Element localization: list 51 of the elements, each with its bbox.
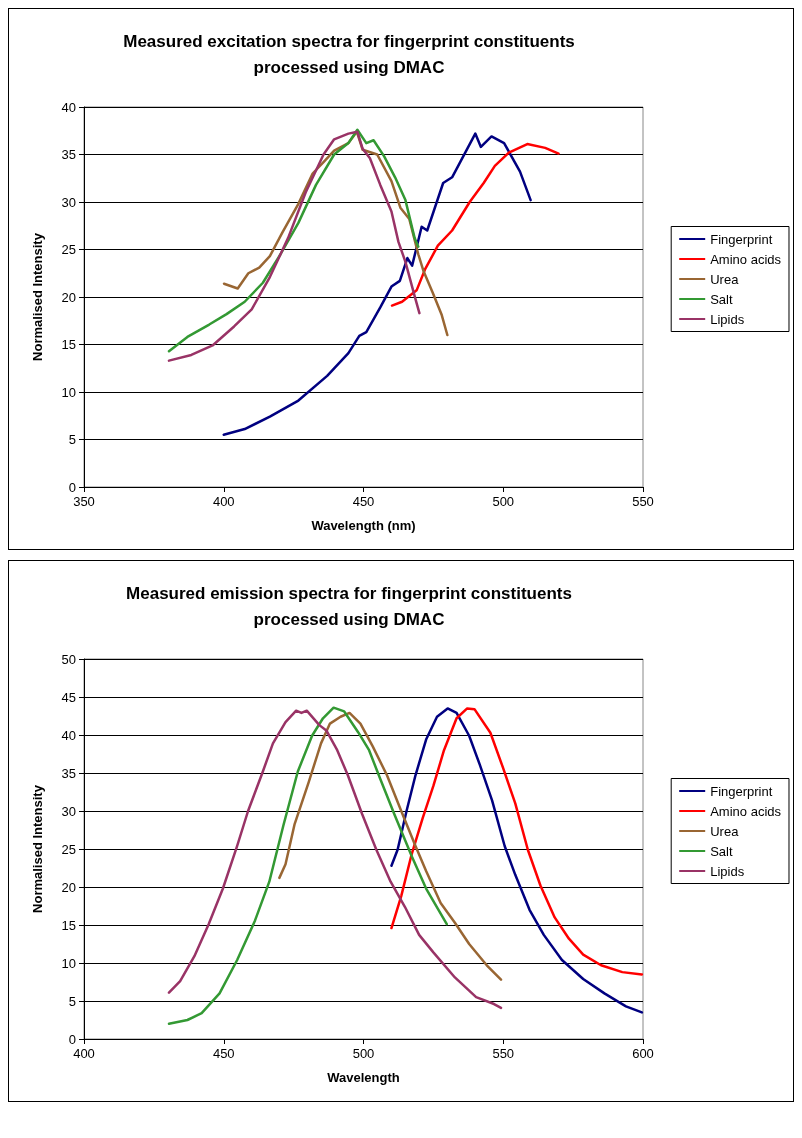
x-tick-label: 550	[632, 494, 654, 509]
y-tick-label: 25	[61, 242, 76, 257]
y-tick-label: 30	[61, 803, 76, 819]
legend-label: Fingerprint	[710, 783, 773, 799]
x-tick-label: 350	[73, 494, 95, 509]
legend-label: Salt	[710, 291, 733, 307]
x-tick-label: 400	[212, 494, 235, 509]
y-tick-label: 20	[61, 879, 76, 895]
y-tick-label: 20	[61, 289, 76, 305]
legend-label: Lipids	[710, 863, 745, 879]
legend-label: Urea	[710, 271, 740, 287]
y-tick-label: 35	[61, 147, 76, 162]
y-tick-label: 15	[61, 337, 76, 352]
y-axis-title: Normalised Intensity	[30, 232, 45, 361]
x-tick-label: 450	[352, 494, 375, 509]
legend-label: Lipids	[710, 311, 745, 327]
x-tick-label: 500	[352, 1046, 375, 1061]
legend-label: Fingerprint	[710, 231, 773, 247]
line-series	[222, 132, 532, 436]
x-tick-label: 400	[73, 1046, 95, 1061]
legend-label: Amino acids	[710, 251, 782, 267]
y-tick-label: 10	[61, 384, 76, 400]
line-series	[167, 709, 503, 1010]
x-tick-label: 450	[212, 1046, 235, 1061]
y-axis-title: Normalised Intensity	[30, 784, 45, 913]
line-series	[390, 142, 560, 307]
y-tick-label: 10	[61, 955, 76, 971]
y-tick-label: 40	[61, 727, 76, 743]
chart-title: Measured emission spectra for fingerprint constituents processed using DMAC	[126, 583, 572, 629]
y-tick-label: 5	[68, 432, 76, 447]
y-tick-label: 15	[61, 917, 76, 933]
y-tick-label: 45	[61, 689, 76, 705]
chart-title: Measured excitation spectra for fingerprint constituents processed using DMAC	[123, 31, 575, 77]
y-tick-label: 0	[68, 479, 76, 495]
legend-label: Amino acids	[710, 803, 782, 819]
y-tick-label: 40	[61, 99, 76, 115]
legend-label: Urea	[710, 823, 740, 839]
x-tick-label: 550	[492, 1046, 515, 1061]
y-tick-label: 35	[61, 765, 76, 781]
x-tick-label: 500	[492, 494, 515, 509]
legend-label: Salt	[710, 843, 733, 859]
x-axis-title: Wavelength	[327, 1070, 400, 1085]
y-tick-label: 0	[68, 1031, 76, 1047]
x-tick-label: 600	[632, 1046, 654, 1061]
y-tick-label: 25	[61, 841, 76, 857]
y-tick-label: 5	[68, 993, 76, 1009]
line-series	[167, 706, 449, 1026]
x-axis-title: Wavelength (nm)	[311, 518, 416, 533]
y-tick-label: 30	[61, 194, 76, 210]
y-tick-label: 50	[61, 651, 76, 667]
line-series	[278, 711, 503, 981]
